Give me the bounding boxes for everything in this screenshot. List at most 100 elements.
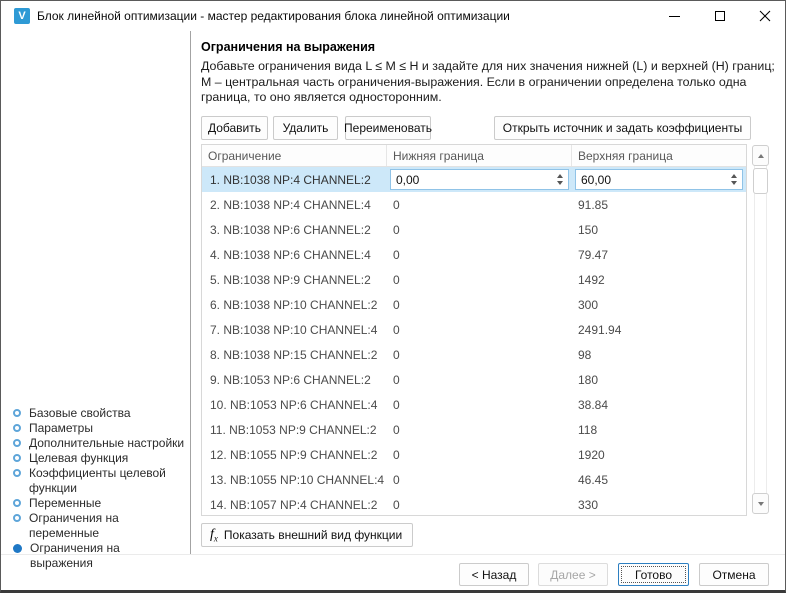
open-source-button[interactable]: Открыть источник и задать коэффициенты [494,116,751,140]
constraint-name: 9. NB:1053 NP:6 CHANNEL:2 [210,372,371,387]
step-label: Ограничения на переменные [29,511,119,540]
table-row[interactable]: 13. NB:1055 NP:10 CHANNEL:4 0 46.45 [202,467,746,492]
table-row[interactable]: 5. NB:1038 NP:9 CHANNEL:2 0 1492 [202,267,746,292]
maximize-button[interactable] [697,1,742,31]
table-scrollbar [752,145,769,514]
wizard-steps-nav: Базовые свойства Параметры Дополнительны… [13,406,185,571]
step-label: Переменные [29,496,102,510]
step-label: Ограничения на выражения [30,541,120,570]
upper-bound-spin-buttons [726,170,742,189]
constraint-name: 12. NB:1055 NP:9 CHANNEL:2 [210,447,378,462]
finish-button[interactable]: Готово [618,563,689,586]
wizard-step-item[interactable]: Базовые свойства [13,406,185,421]
next-button[interactable]: Далее > [538,563,608,586]
table-row-selected[interactable]: 1. NB:1038 NP:4 CHANNEL:2 [202,167,746,192]
lower-bound-value: 0 [393,247,400,262]
upper-bound-input[interactable] [576,172,726,187]
constraint-name: 1. NB:1038 NP:4 CHANNEL:2 [210,172,371,187]
arrow-up-icon [757,153,764,158]
spin-down-icon[interactable] [557,181,563,185]
table-header-row: Ограничение Нижняя граница Верхняя грани… [202,145,746,167]
upper-bound-value: 118 [578,422,598,437]
upper-bound-value: 2491.94 [578,322,622,337]
scrollbar-thumb[interactable] [753,168,768,194]
lower-bound-value: 0 [393,297,400,312]
table-row[interactable]: 6. NB:1038 NP:10 CHANNEL:2 0 300 [202,292,746,317]
column-header[interactable]: Нижняя граница [387,145,572,166]
table-row[interactable]: 11. NB:1053 NP:9 CHANNEL:2 0 118 [202,417,746,442]
wizard-step-item[interactable]: Дополнительные настройки [13,436,185,451]
constraints-table: Ограничение Нижняя граница Верхняя грани… [201,144,747,516]
cancel-button[interactable]: Отмена [699,563,769,586]
lower-bound-value: 0 [393,197,400,212]
wizard-step-item[interactable]: Ограничения на переменные [13,511,185,541]
step-label: Целевая функция [29,451,129,465]
constraint-name: 5. NB:1038 NP:9 CHANNEL:2 [210,272,371,287]
step-bullet-icon [13,469,21,477]
wizard-step-item[interactable]: Целевая функция [13,451,185,466]
table-row[interactable]: 7. NB:1038 NP:10 CHANNEL:4 0 2491.94 [202,317,746,342]
close-icon [759,10,770,22]
table-row[interactable]: 14. NB:1057 NP:4 CHANNEL:2 0 330 [202,492,746,515]
scrollbar-track[interactable] [754,145,767,514]
step-bullet-icon [13,424,21,432]
rename-button[interactable]: Переименовать [344,116,432,140]
table-row[interactable]: 4. NB:1038 NP:6 CHANNEL:4 0 79.47 [202,242,746,267]
upper-bound-spinbox [575,169,743,190]
constraint-name: 11. NB:1053 NP:9 CHANNEL:2 [210,422,377,437]
constraint-name: 4. NB:1038 NP:6 CHANNEL:4 [210,247,371,262]
constraint-name: 10. NB:1053 NP:6 CHANNEL:4 [210,397,378,412]
step-bullet-icon [13,514,21,522]
lower-bound-value: 0 [393,347,400,362]
scrollbar-up-button[interactable] [752,145,769,166]
show-function-button[interactable]: fx Показать внешний вид функции [201,523,414,547]
upper-bound-value: 150 [578,222,599,237]
add-button[interactable]: Добавить [201,116,268,140]
upper-bound-value: 98 [578,347,592,362]
back-button[interactable]: < Назад [459,563,529,586]
wizard-step-item[interactable]: Ограничения на выражения [13,541,185,571]
delete-button[interactable]: Удалить [273,116,338,140]
vertical-divider [190,31,191,554]
table-row[interactable]: 10. NB:1053 NP:6 CHANNEL:4 0 38.84 [202,392,746,417]
table-row[interactable]: 3. NB:1038 NP:6 CHANNEL:2 0 150 [202,217,746,242]
step-bullet-icon [13,409,21,417]
lower-bound-value: 0 [393,222,400,237]
spin-down-icon[interactable] [731,181,737,185]
minimize-icon [669,15,680,17]
close-button[interactable] [742,1,785,31]
table-row[interactable]: 9. NB:1053 NP:6 CHANNEL:2 0 180 [202,367,746,392]
upper-bound-value: 79.47 [578,247,609,262]
wizard-step-item[interactable]: Переменные [13,496,185,511]
step-bullet-icon [13,499,21,507]
table-row[interactable]: 8. NB:1038 NP:15 CHANNEL:2 0 98 [202,342,746,367]
minimize-button[interactable] [652,1,697,31]
step-label: Дополнительные настройки [29,436,185,450]
wizard-step-item[interactable]: Параметры [13,421,185,436]
column-header[interactable]: Ограничение [202,145,387,166]
table-row[interactable]: 12. NB:1055 NP:9 CHANNEL:2 0 1920 [202,442,746,467]
constraint-name: 13. NB:1055 NP:10 CHANNEL:4 [210,472,385,487]
lower-bound-input[interactable] [391,172,552,187]
step-bullet-icon [13,454,21,462]
page-description: Добавьте ограничения вида L ≤ M ≤ H и за… [201,59,775,105]
step-bullet-icon [13,439,21,447]
lower-bound-value: 0 [393,497,400,512]
arrow-down-icon [757,501,764,506]
upper-bound-value: 300 [578,297,599,312]
lower-bound-value: 0 [393,322,400,337]
column-header[interactable]: Верхняя граница [578,148,673,163]
maximize-icon [714,11,725,21]
wizard-step-item[interactable]: Коэффициенты целевой функции [13,466,185,496]
table-row[interactable]: 2. NB:1038 NP:4 CHANNEL:4 0 91.85 [202,192,746,217]
spin-up-icon[interactable] [557,174,563,178]
upper-bound-value: 330 [578,497,599,512]
scrollbar-down-button[interactable] [752,493,769,514]
spin-up-icon[interactable] [731,174,737,178]
constraint-name: 2. NB:1038 NP:4 CHANNEL:4 [210,197,371,212]
titlebar: V Блок линейной оптимизации - мастер ред… [1,1,785,31]
upper-bound-value: 38.84 [578,397,609,412]
lower-bound-value: 0 [393,472,400,487]
lower-bound-value: 0 [393,422,400,437]
